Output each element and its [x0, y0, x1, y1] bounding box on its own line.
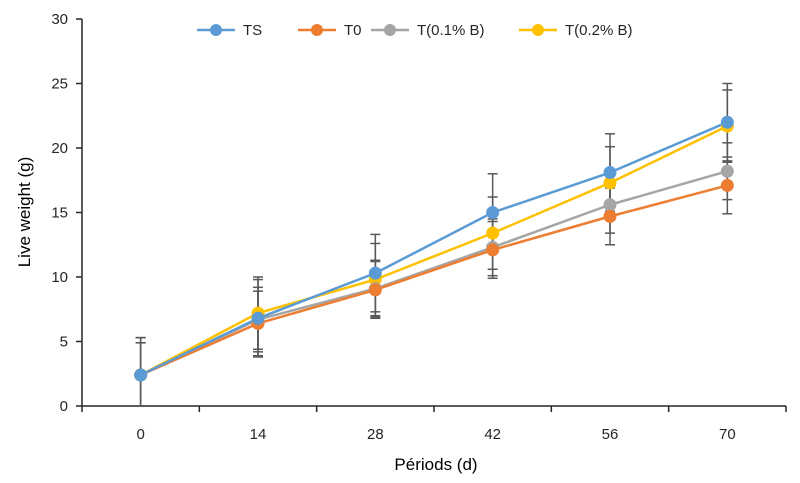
x-tick-label: 56 [602, 426, 619, 443]
y-tick-label: 20 [51, 140, 68, 157]
x-tick-label: 70 [719, 426, 736, 443]
data-point [368, 266, 382, 280]
legend-swatch-marker [311, 24, 323, 36]
data-point [368, 283, 382, 297]
legend-label: T0 [344, 22, 362, 39]
legend: TS T0 T(0.1% B) T(0.2% B) [197, 22, 633, 39]
y-tick-label: 0 [60, 398, 68, 415]
x-tick-label: 0 [136, 426, 144, 443]
y-tick-label: 30 [51, 11, 68, 28]
y-axis-title: Live weight (g) [15, 157, 34, 268]
data-point [486, 243, 500, 257]
x-tick-label: 28 [367, 426, 384, 443]
axes [76, 18, 787, 412]
data-point [720, 178, 734, 192]
y-tick-label: 10 [51, 269, 68, 286]
series-line [140, 121, 728, 377]
y-tick-label: 5 [60, 334, 68, 351]
legend-swatch-marker [210, 24, 222, 36]
y-tick-label: 15 [51, 205, 68, 222]
data-point [720, 164, 734, 178]
x-tick-label: 42 [484, 426, 501, 443]
legend-label: TS [243, 22, 262, 39]
y-tick-label: 25 [51, 76, 68, 93]
series-lines [140, 121, 728, 377]
data-point [603, 198, 617, 212]
data-point [603, 166, 617, 180]
series-line [140, 124, 728, 377]
error-bars [135, 82, 733, 407]
data-point [603, 209, 617, 223]
data-point [251, 311, 265, 325]
data-point [720, 115, 734, 129]
legend-swatch-marker [532, 24, 544, 36]
tick-labels: 0 5 10 15 20 25 30 0 14 28 42 56 70 [51, 11, 735, 443]
x-axis-title: Périods (d) [394, 455, 477, 474]
legend-swatch-marker [384, 24, 396, 36]
series-line [140, 184, 728, 377]
data-point [486, 226, 500, 240]
data-point [134, 368, 148, 382]
series-line [140, 170, 728, 377]
legend-label: T(0.2% B) [565, 22, 633, 39]
series-points [134, 115, 734, 382]
data-point [486, 206, 500, 219]
legend-label: T(0.1% B) [417, 22, 485, 39]
x-tick-label: 14 [250, 426, 267, 443]
